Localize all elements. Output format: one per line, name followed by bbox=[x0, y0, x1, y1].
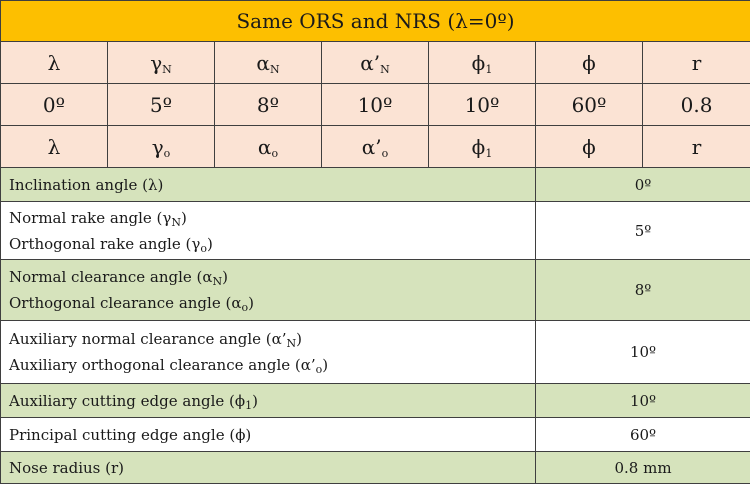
label-line: Normal clearance angle (αN) bbox=[9, 268, 229, 288]
label-line: Inclination angle (λ) bbox=[9, 175, 164, 194]
nrs-symbol-nose-radius: r bbox=[641, 41, 750, 84]
ors-symbol-aux-clearance: α’o bbox=[321, 125, 429, 168]
detail-label: Inclination angle (λ) bbox=[0, 167, 536, 202]
value-cell: 0º bbox=[0, 83, 108, 126]
detail-label: Auxiliary cutting edge angle (ϕ1) bbox=[0, 383, 536, 418]
detail-value: 8º bbox=[534, 259, 750, 321]
nrs-symbol-aux-cutting-edge: ϕ1 bbox=[428, 41, 536, 84]
detail-value: 0.8 mm bbox=[534, 451, 750, 484]
detail-label: Normal rake angle (γN) Orthogonal rake a… bbox=[0, 201, 536, 260]
detail-value: 0º bbox=[534, 167, 750, 202]
detail-row-principal-cutting-edge: Principal cutting edge angle (ϕ) 60º bbox=[0, 417, 750, 452]
label-line: Auxiliary orthogonal clearance angle (α’… bbox=[9, 356, 329, 376]
label-line: Orthogonal rake angle (γo) bbox=[9, 234, 213, 255]
nrs-symbol-principal-cutting-edge: ϕ bbox=[535, 41, 643, 84]
detail-label: Normal clearance angle (αN) Orthogonal c… bbox=[0, 259, 536, 321]
detail-value: 10º bbox=[534, 320, 750, 384]
label-line: Auxiliary normal clearance angle (α’N) bbox=[9, 330, 303, 350]
nrs-symbol-row: λ γN αN α’N ϕ1 ϕ r bbox=[0, 41, 750, 84]
detail-label: Auxiliary normal clearance angle (α’N) A… bbox=[0, 320, 536, 384]
value-cell: 60º bbox=[535, 83, 643, 126]
value-cell: 8º bbox=[214, 83, 322, 126]
label-line: Orthogonal clearance angle (αo) bbox=[9, 294, 254, 314]
ors-symbol-rake: γo bbox=[107, 125, 215, 168]
ors-symbol-row: λ γo αo α’o ϕ1 ϕ r bbox=[0, 125, 750, 168]
value-cell: 10º bbox=[321, 83, 429, 126]
table-title: Same ORS and NRS (λ=0º) bbox=[0, 0, 750, 42]
detail-label: Nose radius (r) bbox=[0, 451, 536, 484]
ors-symbol-clearance: αo bbox=[214, 125, 322, 168]
ors-symbol-aux-cutting-edge: ϕ1 bbox=[428, 125, 536, 168]
label-line: Nose radius (r) bbox=[9, 458, 125, 477]
detail-row-aux-clearance: Auxiliary normal clearance angle (α’N) A… bbox=[0, 320, 750, 384]
title-row: Same ORS and NRS (λ=0º) bbox=[0, 0, 750, 42]
nrs-symbol-clearance: αN bbox=[214, 41, 322, 84]
label-line: Auxiliary cutting edge angle (ϕ1) bbox=[9, 391, 258, 412]
nrs-symbol-inclination: λ bbox=[0, 41, 108, 84]
nrs-symbol-rake: γN bbox=[107, 41, 215, 84]
value-cell: 10º bbox=[428, 83, 536, 126]
value-cell: 5º bbox=[107, 83, 215, 126]
ors-symbol-principal-cutting-edge: ϕ bbox=[535, 125, 643, 168]
detail-label: Principal cutting edge angle (ϕ) bbox=[0, 417, 536, 452]
detail-value: 10º bbox=[534, 383, 750, 418]
ors-symbol-nose-radius: r bbox=[641, 125, 750, 168]
detail-row-inclination: Inclination angle (λ) 0º bbox=[0, 167, 750, 202]
value-row: 0º 5º 8º 10º 10º 60º 0.8 bbox=[0, 83, 750, 126]
detail-row-rake: Normal rake angle (γN) Orthogonal rake a… bbox=[0, 201, 750, 260]
label-line: Principal cutting edge angle (ϕ) bbox=[9, 425, 252, 444]
value-cell: 0.8 bbox=[641, 83, 750, 126]
detail-value: 5º bbox=[534, 201, 750, 260]
detail-row-clearance: Normal clearance angle (αN) Orthogonal c… bbox=[0, 259, 750, 321]
label-line: Normal rake angle (γN) bbox=[9, 208, 187, 229]
detail-row-aux-cutting-edge: Auxiliary cutting edge angle (ϕ1) 10º bbox=[0, 383, 750, 418]
detail-value: 60º bbox=[534, 417, 750, 452]
detail-row-nose-radius: Nose radius (r) 0.8 mm bbox=[0, 451, 750, 484]
nrs-symbol-aux-clearance: α’N bbox=[321, 41, 429, 84]
ors-symbol-inclination: λ bbox=[0, 125, 108, 168]
